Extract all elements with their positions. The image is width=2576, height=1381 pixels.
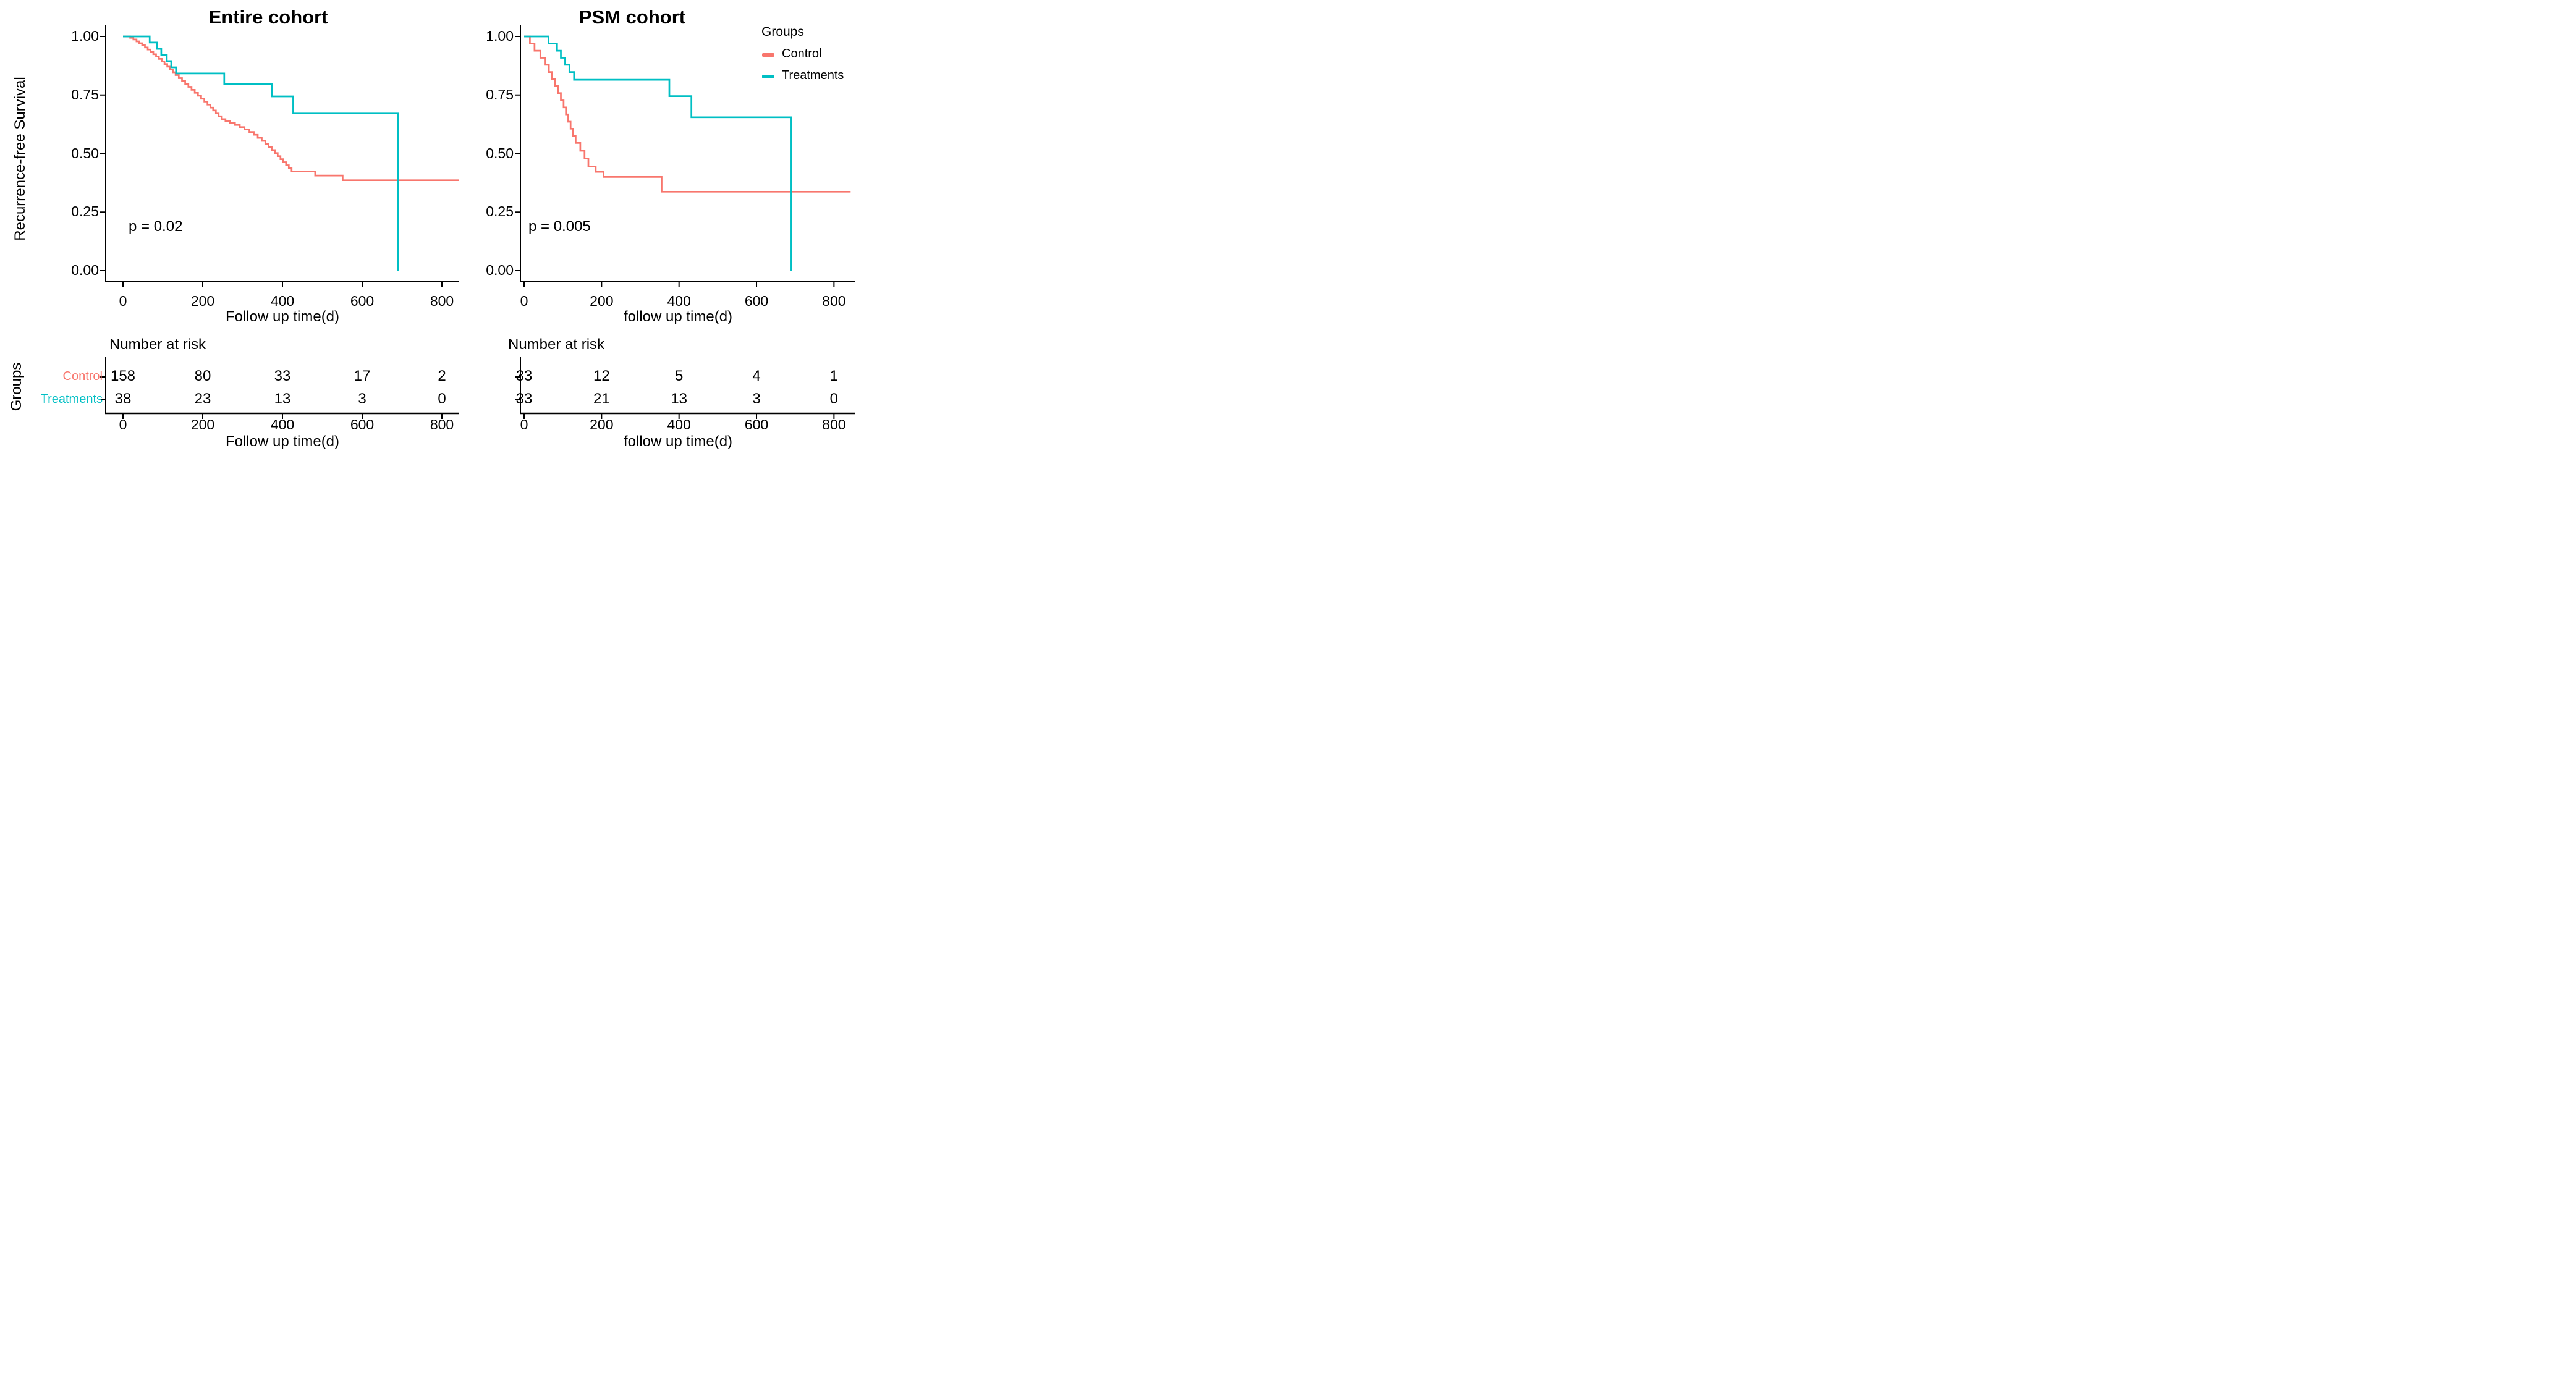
x-axis-title-right: follow up time(d) <box>623 308 733 325</box>
km-survival-figure: Entire cohort PSM cohort Recurrence-free… <box>0 0 859 460</box>
risk-number: 2 <box>438 368 446 384</box>
x-tick-label: 0 <box>119 293 127 309</box>
y-tick-label: 0.25 <box>486 203 514 220</box>
x-tick-label: 200 <box>590 293 614 309</box>
legend-swatch-control <box>762 53 774 57</box>
y-tick-label: 0.75 <box>486 86 514 103</box>
x-tick-label: 0 <box>520 293 528 309</box>
y-tick-label: 1.00 <box>71 28 99 44</box>
risk-number: 33 <box>274 368 291 384</box>
risk-number: 3 <box>752 391 761 407</box>
risk-table-title-left: Number at risk <box>109 336 206 353</box>
km-curve-treatments <box>123 35 399 271</box>
risk-number: 21 <box>593 391 610 407</box>
risk-number: 5 <box>674 368 684 384</box>
panel-title-entire-cohort: Entire cohort <box>208 6 328 28</box>
p-value-left: p = 0.02 <box>129 218 183 235</box>
risk-table-title-right: Number at risk <box>508 336 605 353</box>
risk-number: 17 <box>354 368 371 384</box>
risk-number: 0 <box>829 391 839 407</box>
legend-label-treatments: Treatments <box>782 69 844 82</box>
x-tick-label: 400 <box>667 293 691 309</box>
risk-row-label-control: Control <box>62 370 103 383</box>
risk-x-axis-title-right: follow up time(d) <box>623 433 733 450</box>
risk-row-label-treatments: Treatments <box>40 392 103 406</box>
risk-x-tick-label: 200 <box>590 416 614 433</box>
x-tick-label: 600 <box>350 293 375 309</box>
risk-number: 80 <box>194 368 211 384</box>
panel-title-psm-cohort: PSM cohort <box>578 6 686 28</box>
x-axis-title-left: Follow up time(d) <box>225 308 340 325</box>
risk-x-tick-label: 600 <box>744 416 769 433</box>
risk-number: 33 <box>515 391 533 407</box>
risk-number: 23 <box>194 391 211 407</box>
risk-number: 38 <box>114 391 132 407</box>
risk-number: 0 <box>438 391 446 407</box>
risk-number: 158 <box>110 368 136 384</box>
y-tick-label: 0.50 <box>71 145 99 161</box>
p-value-right: p = 0.005 <box>528 218 591 235</box>
chart-canvas <box>100 25 855 419</box>
risk-number: 12 <box>593 368 610 384</box>
x-tick-label: 400 <box>270 293 295 309</box>
km-curve-treatments <box>524 35 792 271</box>
y-tick-label: 1.00 <box>486 28 514 44</box>
risk-x-tick-label: 400 <box>270 416 295 433</box>
risk-x-tick-label: 0 <box>119 416 127 433</box>
legend-title: Groups <box>761 25 804 39</box>
risk-x-tick-label: 200 <box>190 416 215 433</box>
risk-x-tick-label: 800 <box>430 416 454 433</box>
risk-number: 1 <box>829 368 839 384</box>
risk-number: 13 <box>671 391 688 407</box>
risk-x-axis-title-left: Follow up time(d) <box>225 433 340 450</box>
y-axis-title: Recurrence-free Survival <box>12 77 28 241</box>
risk-number: 4 <box>752 368 761 384</box>
risk-number: 33 <box>515 368 533 384</box>
risk-number: 13 <box>274 391 291 407</box>
x-tick-label: 800 <box>430 293 454 309</box>
legend-label-control: Control <box>782 47 822 61</box>
risk-x-tick-label: 400 <box>667 416 691 433</box>
y-tick-label: 0.00 <box>486 262 514 278</box>
km-curve-control <box>123 35 459 182</box>
risk-x-tick-label: 600 <box>350 416 375 433</box>
risk-number: 3 <box>358 391 366 407</box>
risk-x-tick-label: 800 <box>822 416 846 433</box>
y-tick-label: 0.75 <box>71 86 99 103</box>
y-tick-label: 0.50 <box>486 145 514 161</box>
km-curve-control <box>524 35 851 193</box>
x-tick-label: 600 <box>744 293 769 309</box>
x-tick-label: 800 <box>822 293 846 309</box>
y-tick-label: 0.25 <box>71 203 99 220</box>
y-tick-label: 0.00 <box>71 262 99 278</box>
risk-groups-axis-title: Groups <box>8 362 25 412</box>
legend-swatch-treatments <box>762 75 774 78</box>
x-tick-label: 200 <box>190 293 215 309</box>
risk-x-tick-label: 0 <box>520 416 528 433</box>
